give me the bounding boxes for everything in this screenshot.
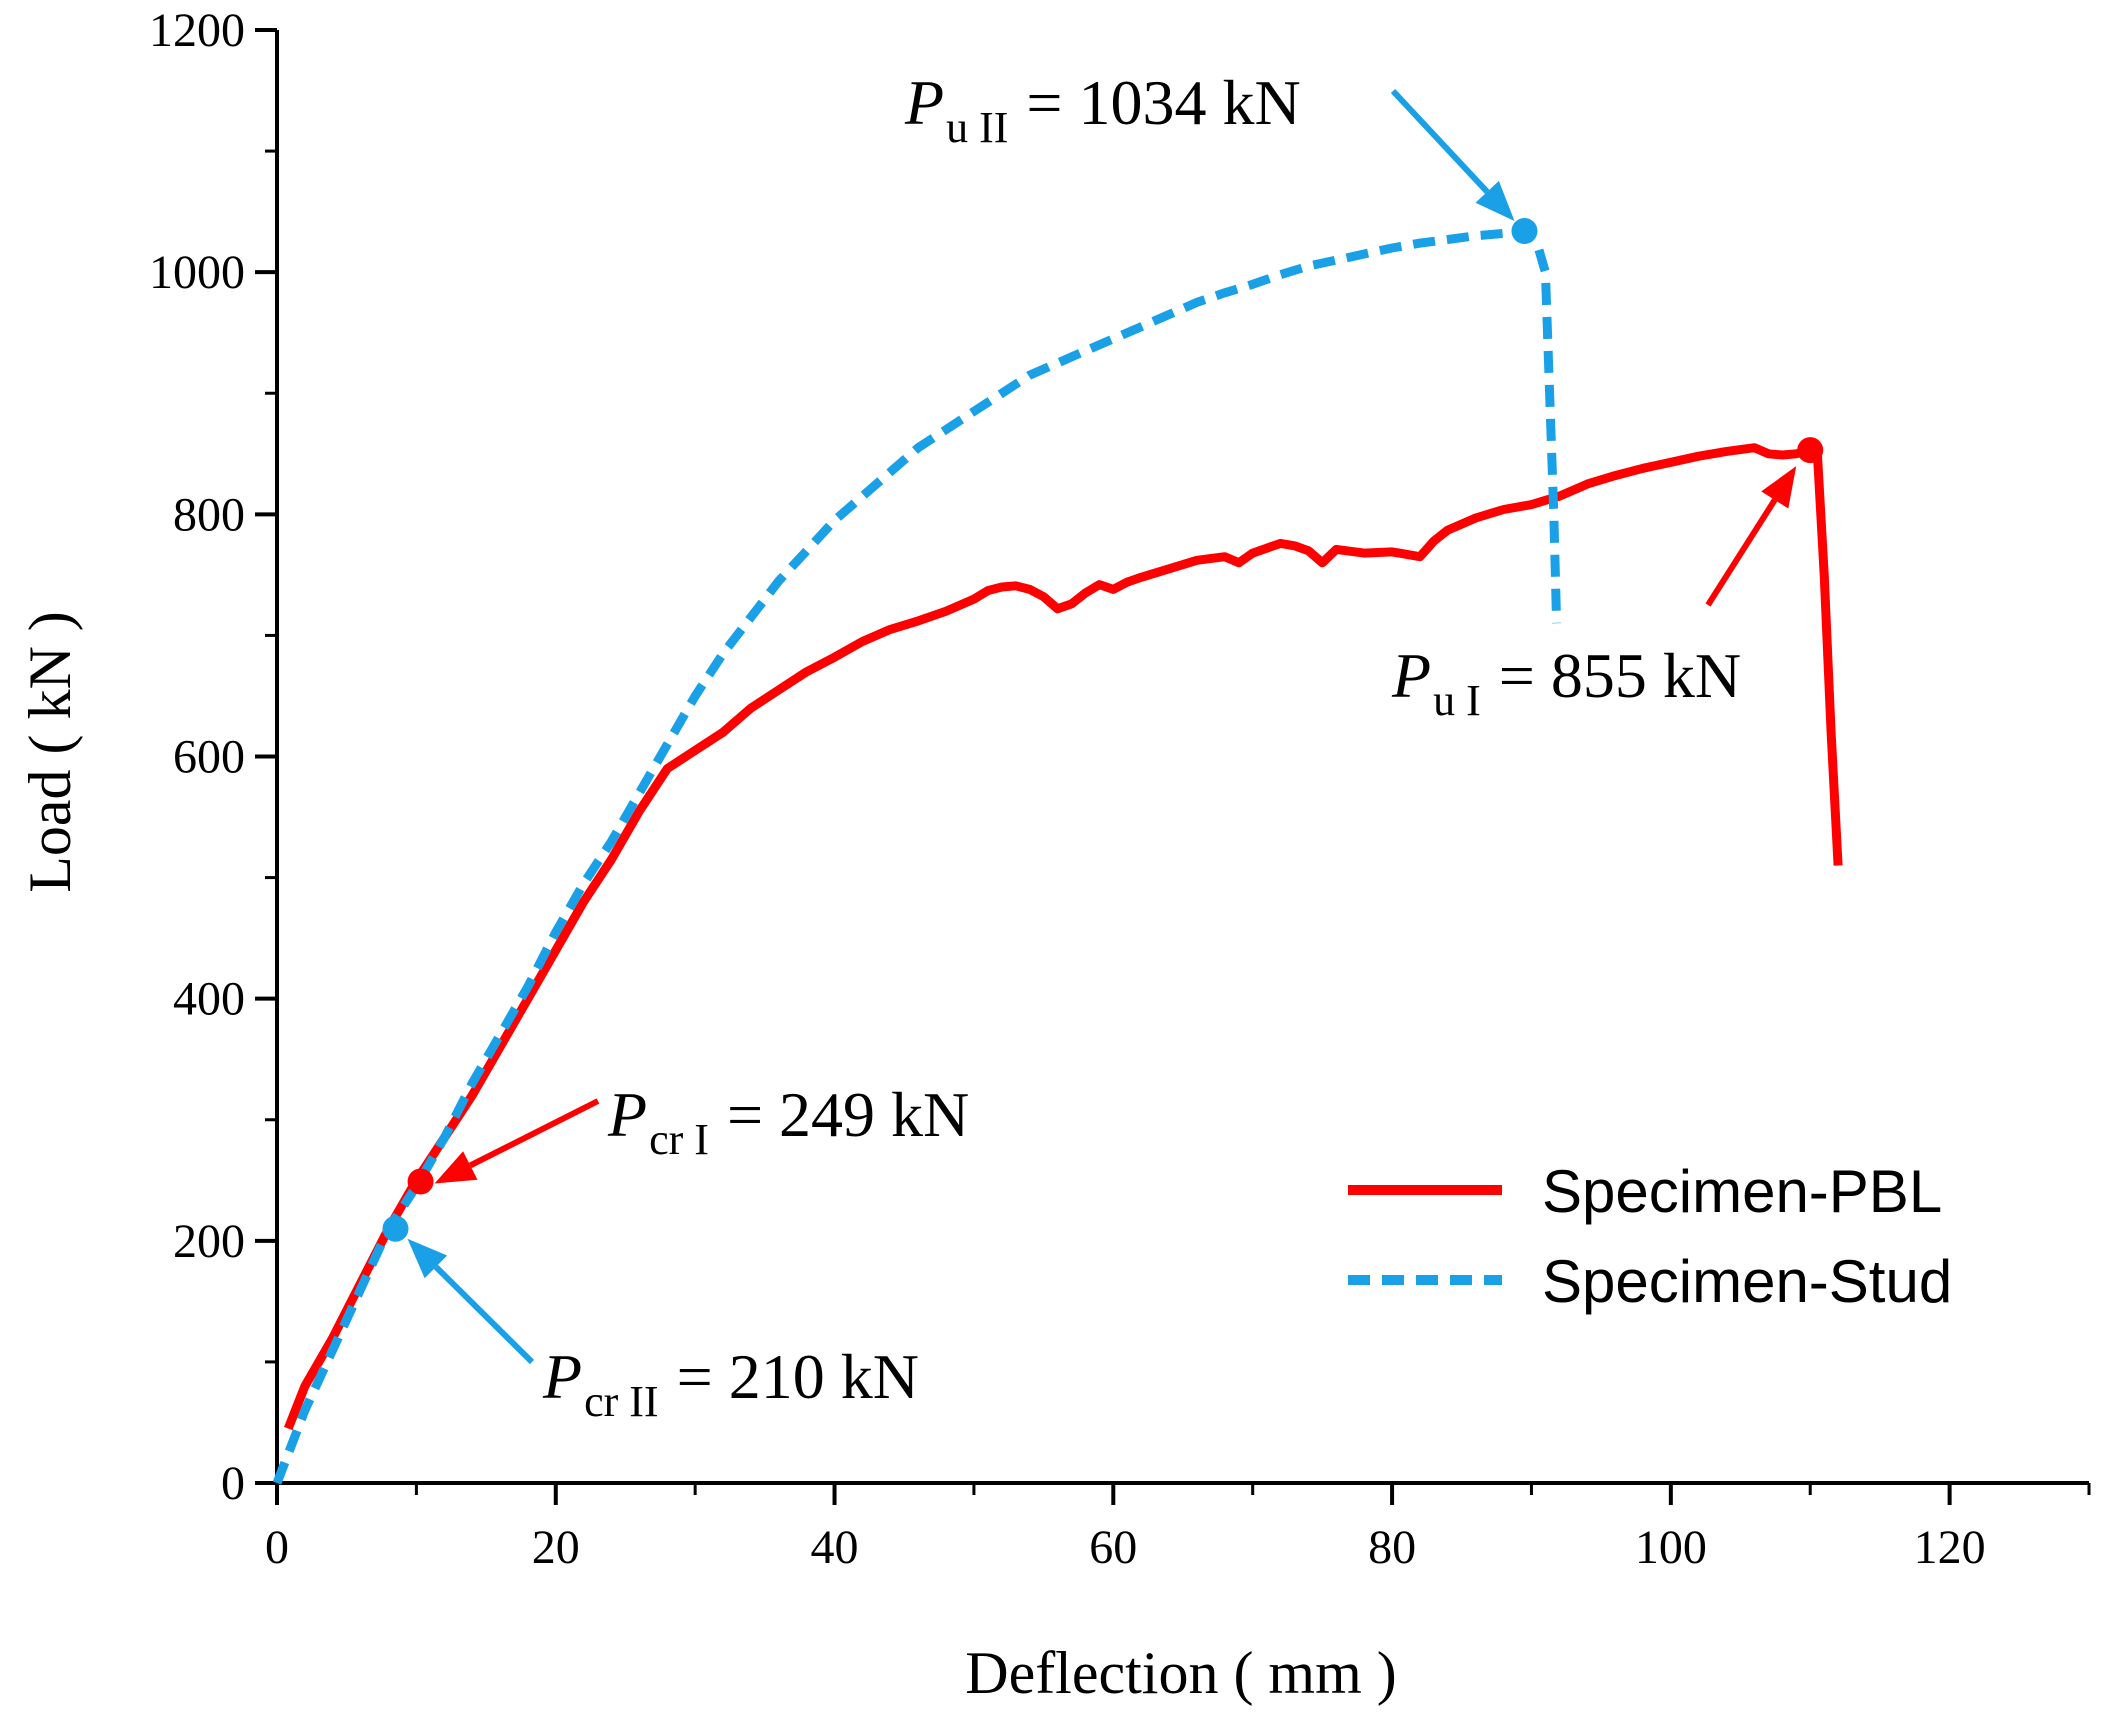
- arrow-pcr-i-head: [434, 1151, 478, 1184]
- x-tick-label: 40: [811, 1521, 859, 1574]
- arrow-pu-ii-head: [1475, 180, 1515, 221]
- marker-layer: [382, 217, 1824, 1242]
- y-axis-title: Load ( kN ): [17, 611, 83, 893]
- arrow-pcr-ii-head: [407, 1238, 448, 1279]
- point-marker: [407, 1168, 434, 1195]
- point-marker: [1511, 217, 1538, 244]
- y-tick-label: 800: [173, 488, 245, 541]
- series-line-stud: [272, 226, 1562, 1485]
- y-tick-label: 200: [173, 1215, 245, 1268]
- x-tick-label: 80: [1368, 1521, 1416, 1574]
- y-axis-ticks: 0 200 400 600 800 1000 1200: [149, 4, 277, 1510]
- point-marker: [1797, 437, 1824, 464]
- point-marker: [382, 1215, 409, 1242]
- x-axis-title: Deflection ( mm ): [965, 1640, 1397, 1706]
- x-tick-label: 120: [1914, 1521, 1986, 1574]
- x-tick-label: 100: [1635, 1521, 1707, 1574]
- x-tick-label: 60: [1089, 1521, 1137, 1574]
- annotation-pcr-ii: Pcr II = 210 kN: [542, 1341, 919, 1426]
- legend-label-stud: Specimen-Stud: [1542, 1248, 1952, 1315]
- y-tick-label: 1000: [149, 246, 245, 299]
- arrow-pu-ii-shaft: [1390, 88, 1490, 194]
- annotation-arrows: [407, 88, 1797, 1365]
- arrow-pcr-i-shaft: [468, 1098, 600, 1169]
- x-tick-label: 20: [532, 1521, 580, 1574]
- annotation-pu-i: Pu I = 855 kN: [1391, 640, 1741, 725]
- y-tick-label: 1200: [149, 4, 245, 57]
- x-tick-label: 0: [265, 1521, 289, 1574]
- arrow-pu-i-shaft: [1705, 498, 1778, 607]
- arrow-pu-i-head: [1761, 466, 1797, 509]
- series-layer: [272, 226, 1843, 1485]
- y-tick-label: 400: [173, 973, 245, 1026]
- legend: Specimen-PBL Specimen-Stud: [1348, 1158, 1952, 1315]
- x-axis-ticks: 0 20 40 60 80 100 120: [265, 1483, 2091, 1574]
- series-line-pbl: [284, 443, 1843, 1431]
- annotation-pu-ii: Pu II = 1034 kN: [904, 67, 1301, 152]
- y-tick-label: 600: [173, 731, 245, 784]
- arrow-pcr-ii-shaft: [433, 1264, 535, 1365]
- y-tick-label: 0: [221, 1457, 245, 1510]
- legend-label-pbl: Specimen-PBL: [1542, 1158, 1942, 1225]
- annotation-pcr-i: Pcr I = 249 kN: [607, 1079, 969, 1164]
